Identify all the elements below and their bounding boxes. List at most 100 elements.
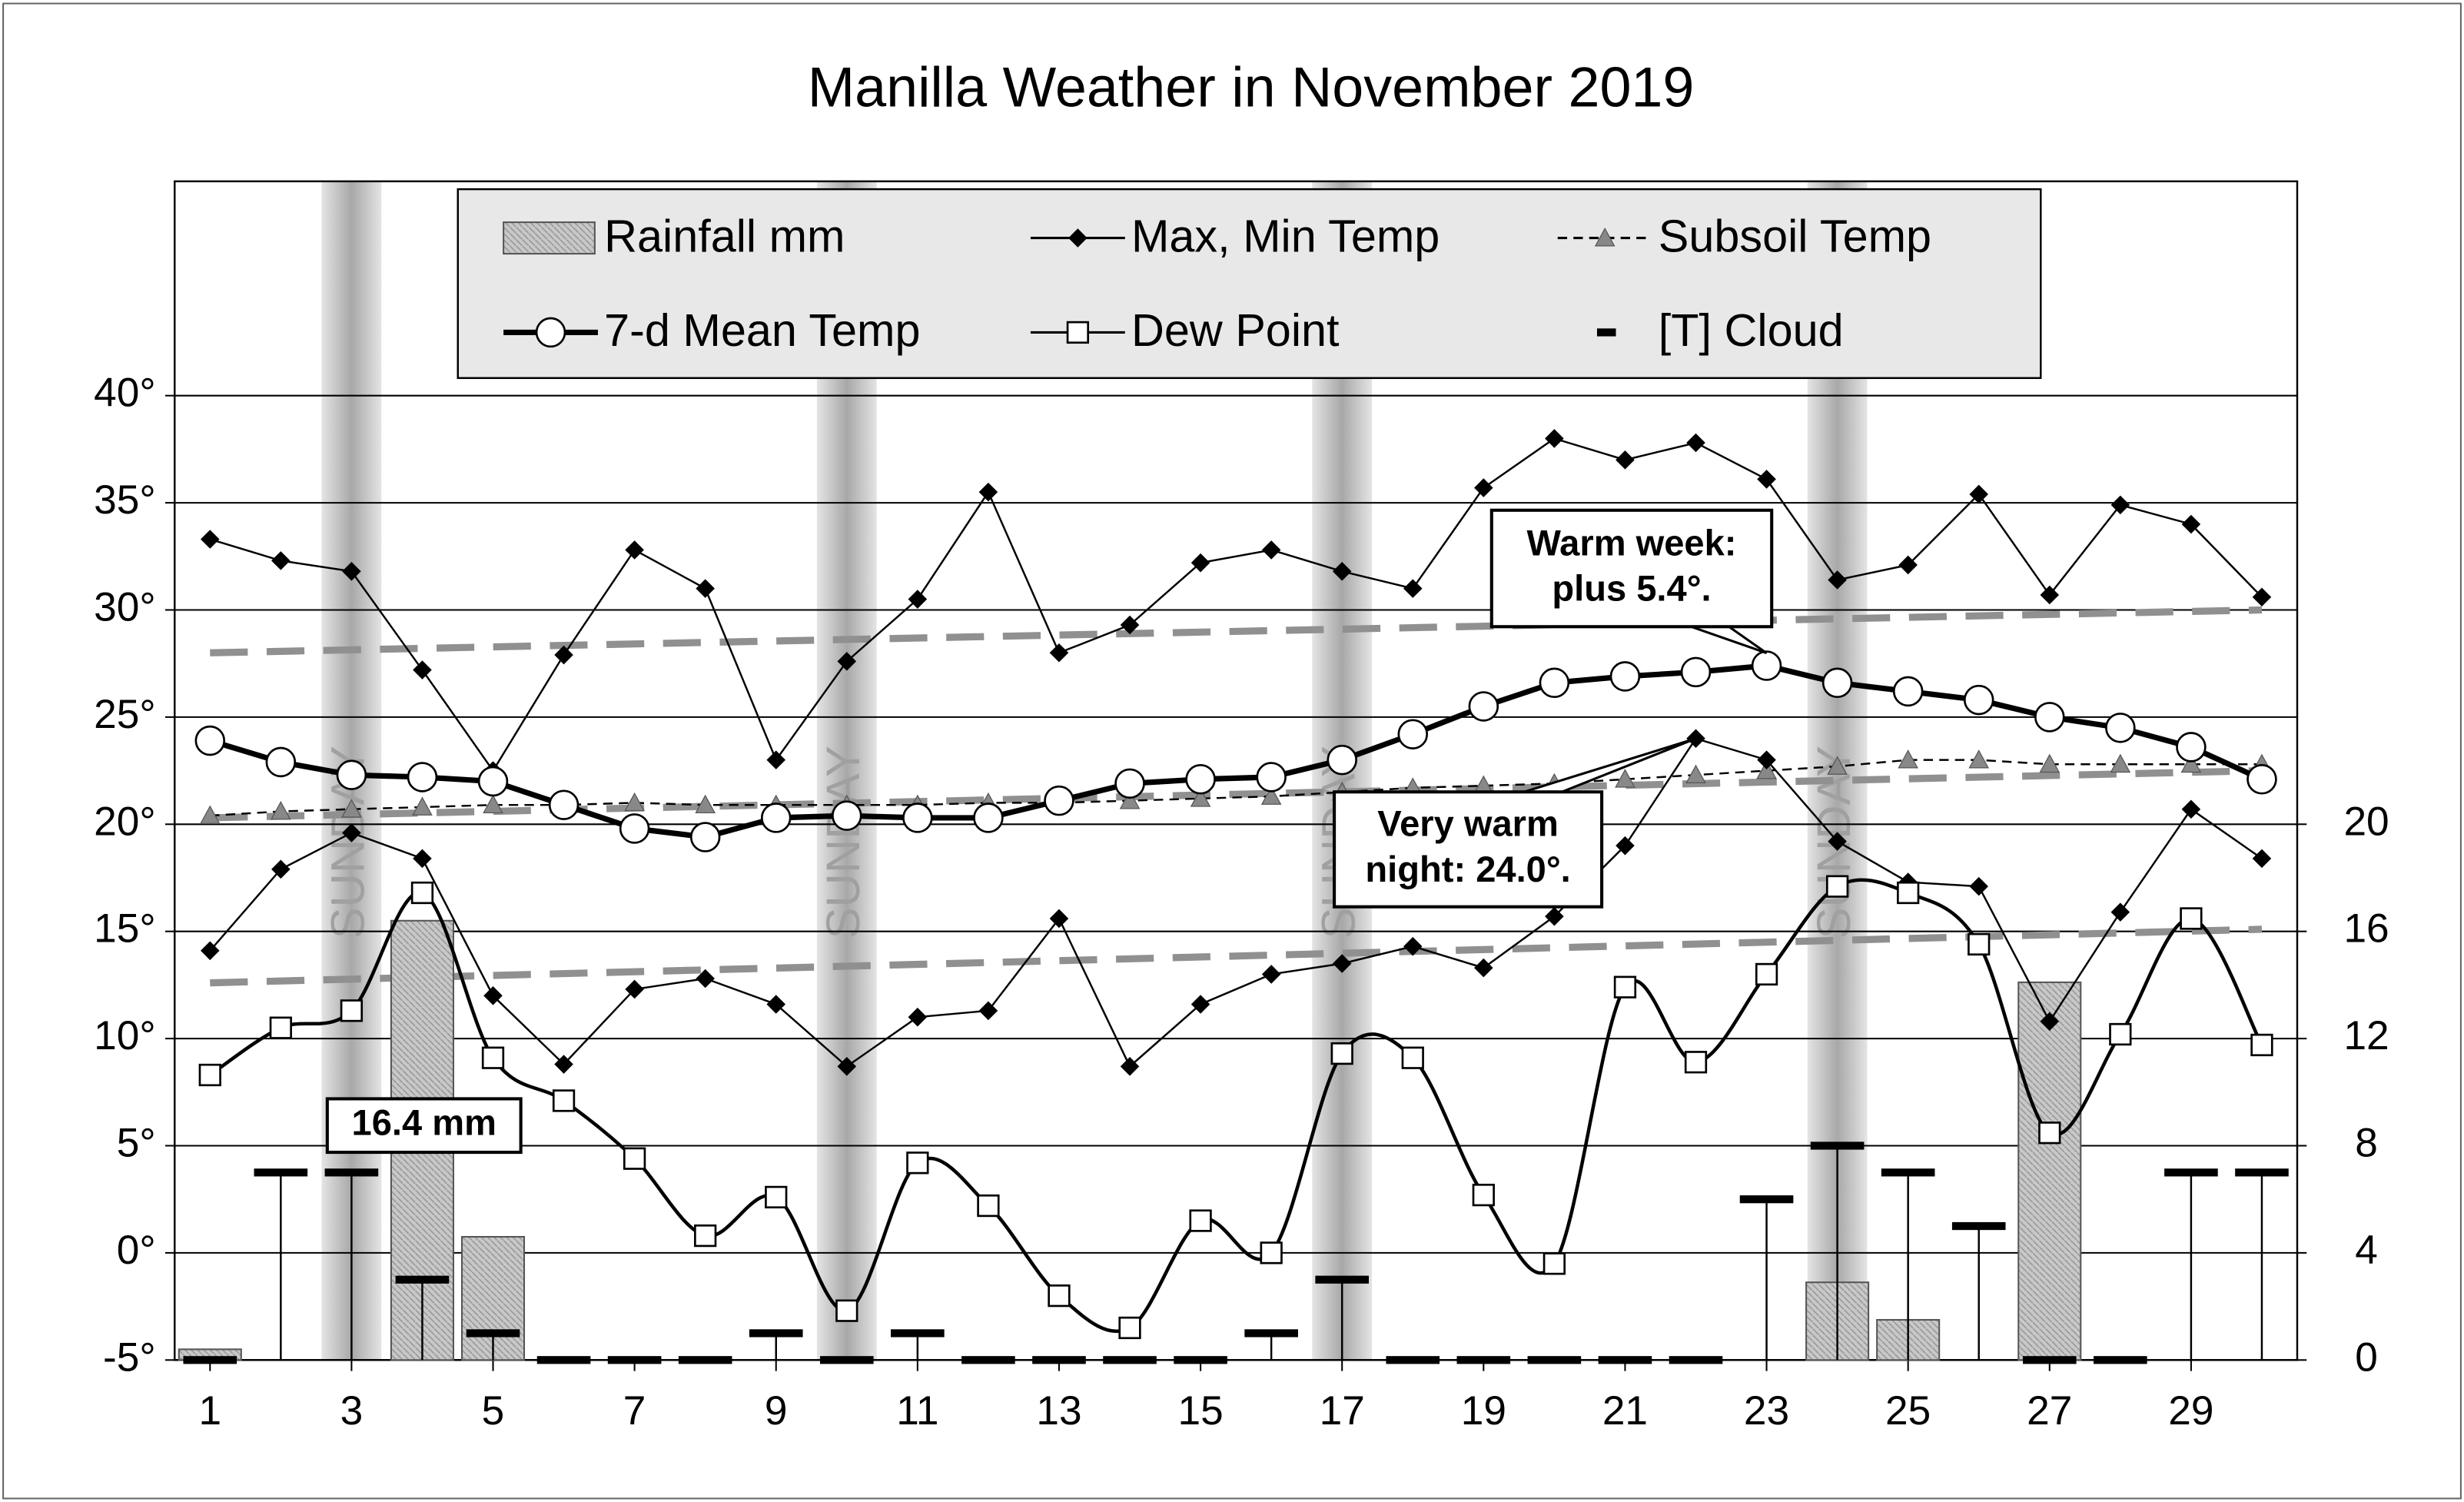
marker-circle — [2034, 702, 2065, 733]
marker-square — [694, 1224, 717, 1248]
marker-square — [1330, 1042, 1353, 1065]
cloud-dash — [466, 1329, 520, 1338]
marker-square — [1613, 975, 1637, 999]
marker-circle — [1963, 684, 1994, 716]
marker-circle — [336, 759, 367, 790]
marker-square — [1755, 962, 1778, 986]
marker-square — [765, 1185, 788, 1209]
cloud-dash — [254, 1168, 308, 1177]
legend-marker — [1594, 228, 1616, 247]
cloud-dash — [1103, 1356, 1157, 1364]
marker-diamond — [1686, 433, 1705, 453]
marker-square — [1684, 1051, 1708, 1074]
cloud-dash — [1598, 1356, 1652, 1364]
marker-triangle — [412, 796, 433, 816]
marker-diamond — [342, 823, 361, 842]
x-tick-label: 15 — [1177, 1388, 1223, 1434]
annotation-text: plus 5.4°. — [1552, 568, 1711, 609]
marker-diamond — [1190, 553, 1210, 573]
marker-triangle — [341, 799, 362, 818]
marker-circle — [1468, 691, 1499, 722]
marker-diamond — [696, 579, 715, 598]
marker-circle — [1256, 762, 1287, 793]
cloud-dash — [2164, 1168, 2218, 1177]
marker-diamond — [483, 986, 503, 1005]
marker-diamond — [1828, 832, 1847, 851]
x-tick-label: 3 — [340, 1388, 364, 1434]
marker-circle — [760, 803, 792, 833]
cloud-dash — [536, 1356, 591, 1364]
marker-square — [198, 1063, 221, 1087]
marker-diamond — [696, 969, 715, 989]
trend-line — [210, 606, 2263, 656]
annotation: Very warm night: 24.0°. — [1333, 737, 1697, 909]
marker-circle — [1680, 656, 1712, 688]
marker-square — [1260, 1241, 1283, 1264]
cloud-dash — [2094, 1356, 2147, 1364]
marker-diamond — [2040, 1012, 2060, 1032]
annotation: 16.4 mm — [325, 1097, 523, 1155]
marker-diamond — [1616, 450, 1635, 470]
marker-circle — [1185, 763, 1216, 795]
marker-circle — [194, 725, 226, 756]
marker-triangle — [1898, 749, 1918, 769]
cloud-dash — [607, 1356, 662, 1364]
legend-label: Subsoil Temp — [1659, 210, 1931, 261]
marker-circle — [477, 766, 509, 797]
marker-diamond — [271, 551, 291, 570]
marker-diamond — [413, 660, 432, 680]
y2-tick-label: 4 — [2355, 1228, 2378, 1273]
marker-square — [1542, 1252, 1566, 1275]
marker-square — [269, 1016, 292, 1039]
marker-circle — [1044, 785, 1074, 816]
marker-circle — [1327, 744, 1357, 776]
marker-square — [1401, 1046, 1424, 1069]
marker-diamond — [1757, 470, 1776, 489]
marker-circle — [2176, 732, 2207, 763]
y-tick-label: 20° — [94, 799, 155, 844]
marker-square — [2180, 907, 2203, 930]
marker-square — [1472, 1183, 1495, 1207]
marker-circle — [1114, 768, 1145, 799]
y-tick-label: 0° — [117, 1228, 156, 1273]
y-tick-label: 10° — [94, 1013, 155, 1058]
annotation-box — [1333, 790, 1604, 909]
marker-diamond — [554, 645, 573, 665]
marker-diamond — [1332, 954, 1352, 973]
annotation-text: 16.4 mm — [352, 1102, 496, 1143]
plot-frame — [174, 180, 2299, 1361]
marker-diamond — [1969, 484, 1989, 504]
marker-circle — [1892, 676, 1924, 707]
y2-tick-label: 16 — [2343, 906, 2389, 952]
marker-square — [1897, 881, 1920, 905]
annotation-text: night: 24.0°. — [1365, 849, 1570, 889]
marker-diamond — [1828, 570, 1847, 590]
marker-diamond — [271, 859, 291, 879]
cloud-dash — [678, 1356, 732, 1364]
marker-triangle — [2039, 753, 2061, 773]
marker-circle — [689, 822, 721, 852]
marker-circle — [902, 803, 933, 833]
legend-label: Max, Min Temp — [1131, 210, 1440, 261]
x-tick-label: 29 — [2168, 1388, 2213, 1434]
marker-square — [481, 1046, 505, 1069]
cloud-dash — [891, 1329, 945, 1338]
marker-square — [1968, 932, 1991, 956]
x-tick-label: 5 — [482, 1388, 505, 1434]
legend: Rainfall mm Max, Min Temp Subsoil Temp 7-d … — [457, 188, 2042, 380]
marker-diamond — [342, 562, 361, 581]
y-tick-label: -5° — [103, 1334, 156, 1380]
annotation-box — [1489, 508, 1774, 629]
marker-circle — [619, 813, 650, 844]
marker-triangle — [271, 800, 291, 820]
y-tick-label: 35° — [94, 477, 155, 523]
cloud-dash — [2022, 1356, 2077, 1364]
marker-diamond — [1190, 995, 1210, 1014]
marker-diamond — [1474, 958, 1493, 978]
marker-circle — [1751, 650, 1782, 681]
cloud-dash — [1456, 1356, 1511, 1364]
cloud-dash — [1174, 1356, 1227, 1364]
marker-diamond — [766, 995, 786, 1014]
chart-title: Manilla Weather in November 2019 — [808, 55, 1695, 119]
